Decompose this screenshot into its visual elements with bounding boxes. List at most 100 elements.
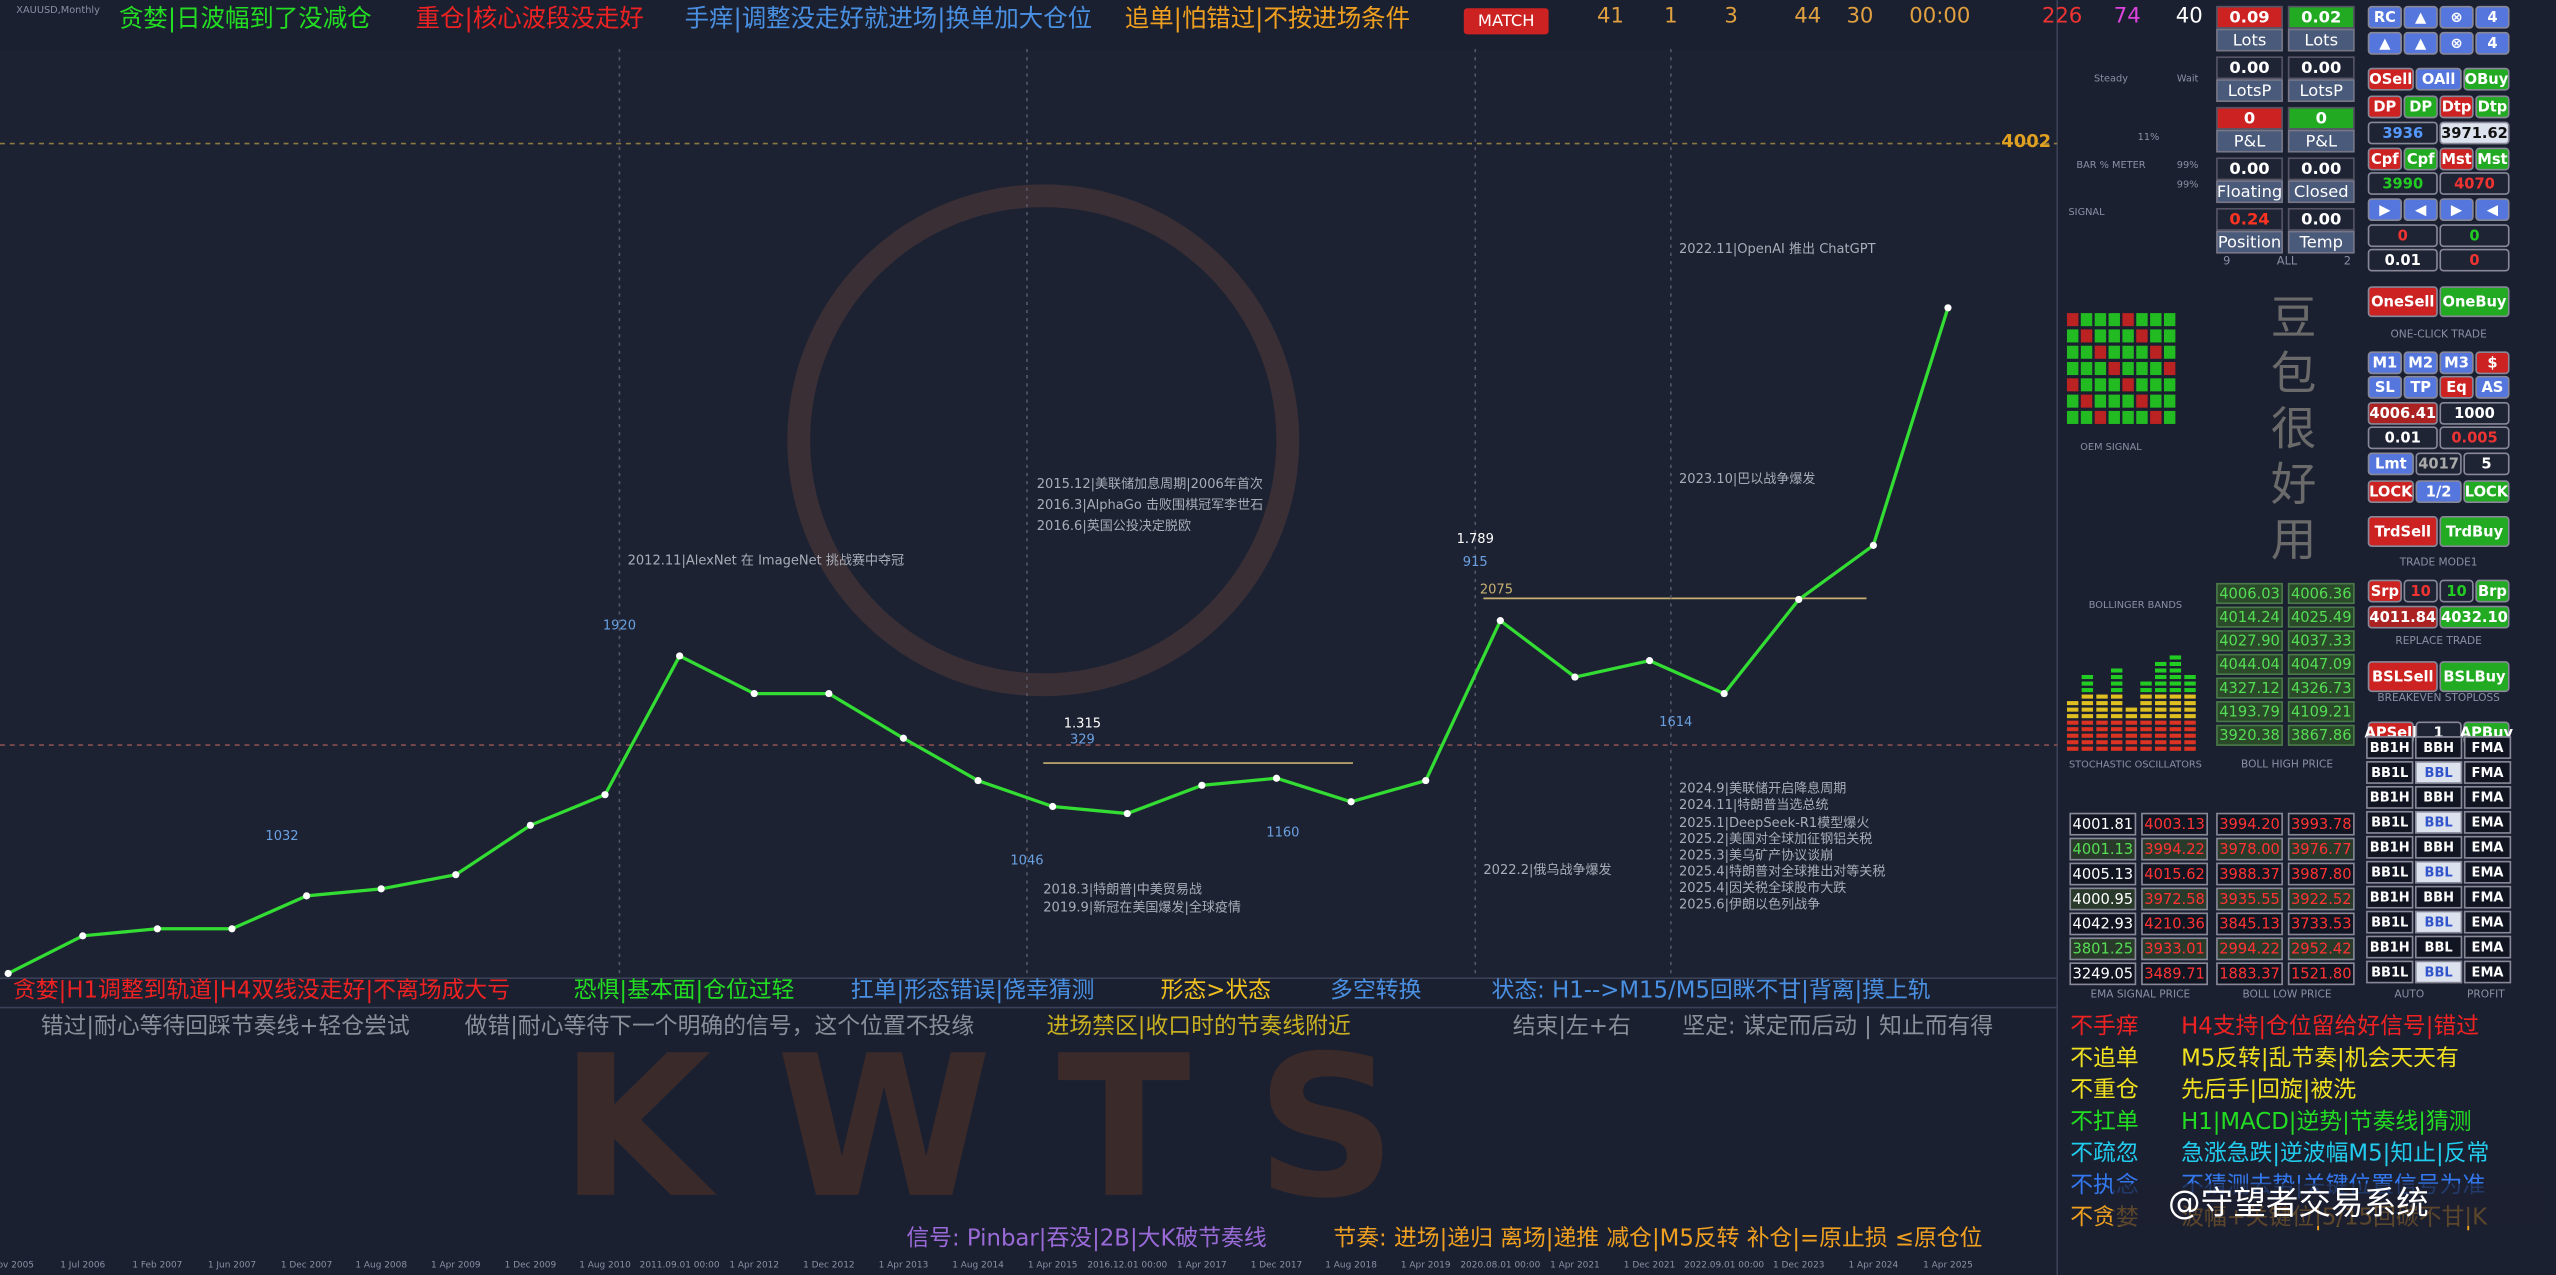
button[interactable] (2367, 248, 2438, 272)
button[interactable] (2463, 960, 2512, 984)
button[interactable] (2366, 736, 2414, 759)
button[interactable] (2367, 31, 2402, 55)
button[interactable] (2367, 579, 2402, 603)
button[interactable] (2475, 351, 2510, 375)
button[interactable] (2366, 935, 2414, 959)
button[interactable] (2403, 375, 2438, 399)
button[interactable] (2367, 351, 2402, 375)
button[interactable] (2439, 95, 2474, 119)
button[interactable] (2463, 452, 2510, 476)
button[interactable] (2366, 960, 2414, 984)
button[interactable] (2367, 661, 2438, 693)
button[interactable] (2475, 375, 2510, 399)
button[interactable] (2439, 401, 2510, 425)
button[interactable] (2439, 516, 2510, 548)
button[interactable] (2366, 761, 2414, 784)
button[interactable] (2367, 516, 2438, 548)
button[interactable] (2366, 786, 2414, 809)
button[interactable] (2463, 935, 2512, 959)
button[interactable] (2463, 480, 2510, 504)
match-button[interactable] (1463, 8, 1549, 35)
button[interactable] (2414, 736, 2463, 759)
button[interactable] (2463, 885, 2512, 909)
button[interactable] (2414, 835, 2463, 859)
label-cell[interactable] (2287, 129, 2355, 153)
button[interactable] (2414, 885, 2463, 909)
button[interactable] (2367, 5, 2402, 29)
button[interactable] (2475, 31, 2510, 55)
button[interactable] (2475, 579, 2510, 603)
button[interactable] (2475, 147, 2510, 171)
button[interactable] (2414, 786, 2463, 809)
button[interactable] (2463, 860, 2512, 884)
button[interactable] (2439, 605, 2510, 629)
button[interactable] (2439, 5, 2474, 29)
button[interactable] (2439, 375, 2474, 399)
button[interactable] (2439, 172, 2510, 195)
button[interactable] (2415, 480, 2462, 504)
button[interactable] (2475, 95, 2510, 119)
button[interactable] (2403, 579, 2438, 603)
label-cell[interactable] (2216, 79, 2283, 103)
button[interactable] (2439, 31, 2474, 55)
button[interactable] (2403, 31, 2438, 55)
button[interactable] (2367, 480, 2414, 504)
button[interactable] (2414, 960, 2463, 984)
button[interactable] (2366, 910, 2414, 934)
button[interactable] (2366, 810, 2414, 834)
button[interactable] (2367, 95, 2402, 119)
button[interactable] (2367, 198, 2402, 222)
button[interactable] (2367, 452, 2414, 476)
button[interactable] (2414, 935, 2463, 959)
button[interactable] (2475, 5, 2510, 29)
button[interactable] (2367, 426, 2438, 450)
button[interactable] (2463, 736, 2512, 759)
button[interactable] (2414, 761, 2463, 784)
button[interactable] (2439, 426, 2510, 450)
button[interactable] (2367, 172, 2438, 195)
button[interactable] (2367, 605, 2438, 629)
label-cell[interactable] (2287, 180, 2355, 204)
button[interactable] (2403, 351, 2438, 375)
button[interactable] (2367, 121, 2438, 145)
button[interactable] (2415, 67, 2462, 91)
button[interactable] (2463, 67, 2510, 91)
button[interactable] (2414, 860, 2463, 884)
button[interactable] (2439, 198, 2474, 222)
button[interactable] (2439, 351, 2474, 375)
button[interactable] (2414, 910, 2463, 934)
button[interactable] (2415, 452, 2462, 476)
button[interactable] (2439, 121, 2510, 145)
label-cell[interactable] (2216, 230, 2283, 254)
button[interactable] (2439, 248, 2510, 272)
label-cell[interactable] (2216, 180, 2283, 204)
button[interactable] (2414, 810, 2463, 834)
button[interactable] (2366, 835, 2414, 859)
button[interactable] (2403, 147, 2438, 171)
button[interactable] (2439, 579, 2474, 603)
button[interactable] (2439, 147, 2474, 171)
button[interactable] (2367, 286, 2438, 318)
button[interactable] (2463, 910, 2512, 934)
label-cell[interactable] (2287, 28, 2355, 52)
button[interactable] (2463, 786, 2512, 809)
label-cell[interactable] (2287, 79, 2355, 103)
button[interactable] (2463, 810, 2512, 834)
button[interactable] (2366, 885, 2414, 909)
button[interactable] (2463, 835, 2512, 859)
button[interactable] (2366, 860, 2414, 884)
label-cell[interactable] (2287, 230, 2355, 254)
button[interactable] (2403, 95, 2438, 119)
button[interactable] (2463, 761, 2512, 784)
button[interactable] (2403, 5, 2438, 29)
button[interactable] (2367, 67, 2414, 91)
button[interactable] (2439, 661, 2510, 693)
button[interactable] (2439, 224, 2510, 248)
label-cell[interactable] (2216, 129, 2283, 153)
label-cell[interactable] (2216, 28, 2283, 52)
button[interactable] (2367, 224, 2438, 248)
button[interactable] (2439, 286, 2510, 318)
button[interactable] (2403, 198, 2438, 222)
button[interactable] (2475, 198, 2510, 222)
button[interactable] (2367, 147, 2402, 171)
